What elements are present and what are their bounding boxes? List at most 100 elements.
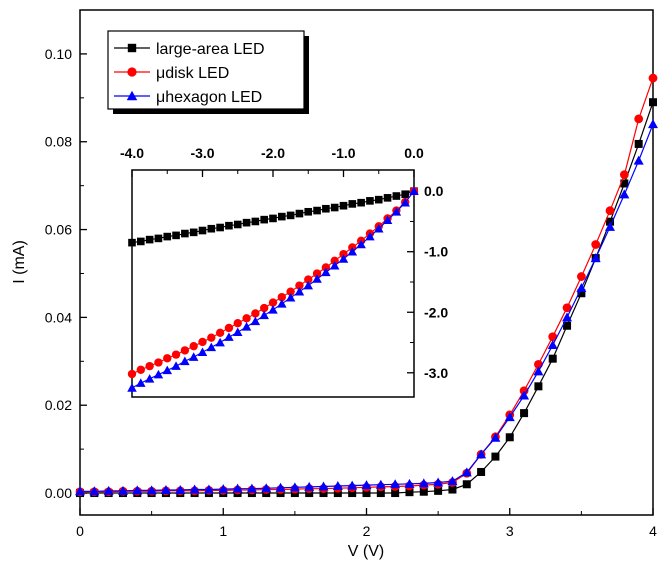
inset-data-point: [197, 347, 208, 357]
inset-data-point: [233, 220, 242, 229]
main-data-point: [117, 485, 128, 495]
inset-frame: [131, 169, 415, 398]
legend-marker: [126, 90, 138, 101]
main-data-point: [576, 272, 586, 281]
main-data-point: [476, 449, 487, 459]
inset-data-point: [304, 207, 313, 216]
inset-data-point: [295, 209, 304, 218]
inset-data-point: [391, 207, 402, 216]
inset-data-point: [206, 342, 217, 352]
inset-data-point: [260, 215, 268, 224]
inset-data-point: [136, 378, 146, 387]
inset-data-point: [137, 237, 145, 246]
inset-data-point: [304, 275, 313, 284]
inset-data-point: [153, 369, 164, 379]
inset-data-point: [338, 254, 349, 263]
inset-data-point: [163, 232, 172, 241]
main-data-point: [577, 289, 586, 298]
inset-series-1: [127, 187, 419, 379]
inset-data-point: [286, 287, 295, 296]
inset-data-point: [321, 263, 331, 272]
legend-label: μhexagon LED: [156, 89, 262, 106]
inset-data-point: [347, 246, 358, 256]
main-data-point: [576, 282, 587, 292]
inset-x-tick-label: -3.0: [190, 145, 214, 161]
main-data-point: [375, 479, 386, 489]
main-data-point: [448, 485, 457, 494]
inset-y-tick-label: -3.0: [424, 365, 448, 381]
inset-y-tick-label: -2.0: [424, 304, 448, 320]
main-data-point: [289, 482, 300, 492]
y-tick-label: 0.10: [45, 46, 72, 62]
main-data-point: [634, 114, 644, 124]
inset-data-point: [216, 223, 224, 232]
main-data-point: [649, 98, 657, 107]
x-tick-label: 1: [219, 523, 227, 539]
inset-data-point: [269, 214, 277, 223]
main-data-point: [376, 489, 385, 498]
inset-data-point: [163, 354, 172, 363]
inset-data-point: [145, 361, 154, 371]
inset-data-point: [295, 281, 304, 290]
x-axis-title: V (V): [348, 543, 384, 560]
main-data-point: [332, 481, 343, 491]
inset-x-tick-label: -4.0: [120, 145, 144, 161]
main-data-point: [434, 486, 443, 495]
legend-items: large-area LED μdisk LED μhexagon LED: [114, 41, 265, 106]
main-data-point: [547, 340, 558, 350]
inset-data-point: [127, 383, 137, 392]
legend-marker: [127, 67, 137, 77]
main-data-point: [232, 483, 243, 493]
inset-data-point: [277, 299, 287, 308]
inset-data-point: [251, 309, 260, 318]
main-data-point: [203, 484, 214, 494]
main-data-point: [175, 484, 186, 494]
y-tick-label: 0.02: [45, 397, 72, 413]
main-data-point: [218, 484, 229, 494]
main-series: [75, 73, 658, 498]
inset-data-point: [233, 318, 242, 328]
main-data-point: [619, 189, 630, 199]
main-data-point: [333, 489, 342, 498]
main-data-point: [548, 354, 557, 363]
main-data-point: [534, 382, 543, 391]
main-data-point: [160, 484, 171, 494]
main-data-point: [391, 489, 400, 498]
inset-data-point: [382, 215, 393, 225]
main-data-point: [246, 483, 257, 493]
main-data-point: [606, 217, 615, 226]
main-data-point: [633, 155, 644, 165]
main-data-point: [491, 452, 500, 461]
y-tick-label: 0.00: [45, 485, 72, 501]
inset-series: [127, 186, 419, 392]
y-tick-label: 0.06: [45, 222, 72, 238]
inset-data-point: [180, 356, 190, 366]
main-data-point: [348, 489, 357, 498]
main-data-point: [390, 479, 401, 489]
main-data-point: [318, 481, 329, 491]
main-data-point: [562, 303, 572, 313]
inset-data-point: [198, 226, 207, 235]
main-data-point: [347, 480, 358, 490]
inset-data-point: [277, 292, 286, 302]
inset-data-point: [357, 198, 365, 207]
inset-data-point: [374, 223, 384, 233]
main-data-point: [648, 119, 658, 129]
inset-data-point: [128, 238, 136, 247]
inset-data-point: [322, 204, 330, 213]
main-data-point: [620, 179, 629, 188]
inset-data-point: [154, 358, 163, 367]
main-data-point: [132, 485, 143, 495]
y-axis-title: I (mA): [11, 240, 28, 284]
main-data-point: [103, 485, 114, 495]
inset-data-point: [374, 195, 383, 204]
inset-data-point: [207, 224, 216, 233]
legend-marker: [127, 43, 137, 53]
main-data-point: [648, 73, 658, 83]
inset-data-point: [251, 217, 260, 226]
main-data-point: [505, 433, 514, 442]
main-data-point: [605, 206, 615, 216]
legend-label: μdisk LED: [156, 65, 229, 82]
main-data-point: [477, 467, 486, 476]
